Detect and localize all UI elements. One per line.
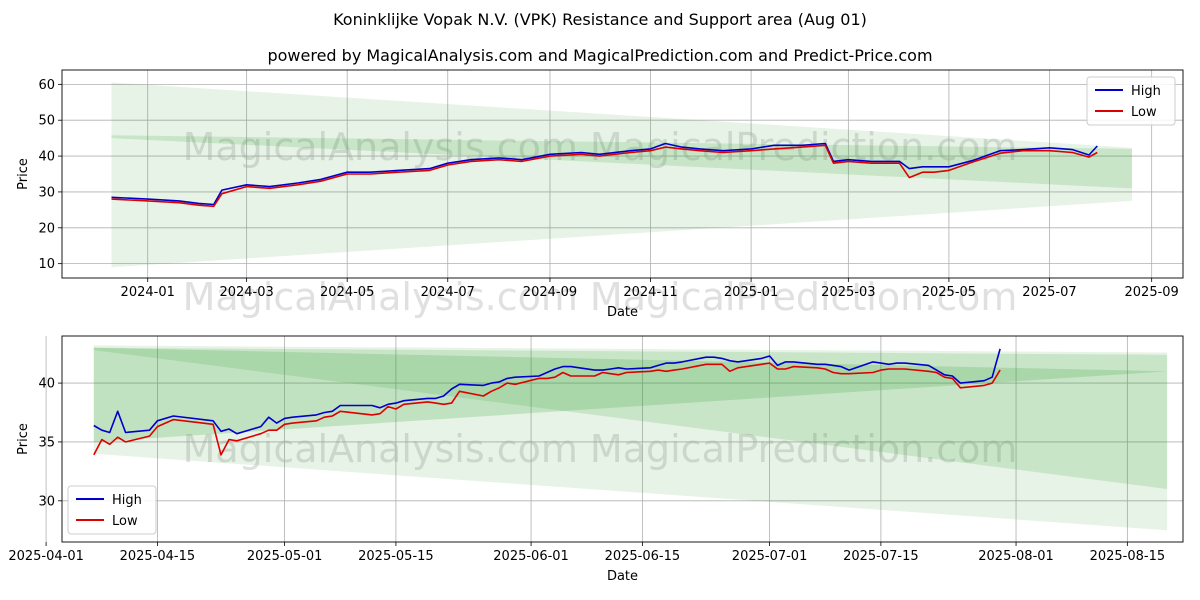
x-tick-label: 2025-07 (1022, 285, 1076, 300)
y-tick-label: 60 (38, 78, 55, 93)
chart-subtitle: powered by MagicalAnalysis.com and Magic… (267, 46, 933, 65)
y-axis-label: Price (16, 158, 31, 190)
watermark-bottom: MagicalAnalysis.com MagicalPrediction.co… (183, 427, 1018, 471)
y-tick-label: 10 (38, 257, 55, 272)
plot-frame (61, 69, 1184, 279)
x-tick-label: 2024-01 (121, 285, 175, 300)
legend-label-low: Low (112, 514, 138, 529)
x-tick-label: 2024-07 (421, 285, 475, 300)
band-area (93, 345, 1168, 531)
x-axis-label: Date (607, 569, 638, 584)
y-tick-label: 50 (38, 114, 55, 129)
x-tick-label: 2025-07-15 (843, 549, 919, 564)
x-tick-label: 2025-05 (922, 285, 976, 300)
y-tick-label: 30 (38, 185, 55, 200)
y-tick-label: 40 (38, 377, 55, 392)
y-axis-label: Price (16, 423, 31, 455)
x-tick-label: 2025-08-01 (978, 549, 1054, 564)
series-line-low (93, 362, 1001, 456)
x-tick-label: 2025-05-15 (358, 549, 434, 564)
plot-frame (61, 335, 1184, 543)
x-tick-label: 2025-07-01 (732, 549, 808, 564)
x-tick-label: 2025-05-01 (247, 549, 323, 564)
x-tick-label: 2025-03 (821, 285, 875, 300)
legend: High Low (67, 485, 157, 535)
legend: High Low (1086, 76, 1176, 126)
band-area (111, 82, 1132, 268)
chart-title: Koninklijke Vopak N.V. (VPK) Resistance … (333, 10, 867, 29)
x-tick-label: 2025-08-15 (1090, 549, 1166, 564)
x-tick-label: 2025-04-15 (120, 549, 196, 564)
series-line-high (111, 142, 1098, 206)
chart-1: 2024-01 2024-03 2024-05 2024-07 2024-09 2024-… (16, 69, 1184, 320)
x-axis-label: Date (607, 305, 638, 320)
x-tick-label: 2024-09 (523, 285, 577, 300)
x-tick-label: 2024-05 (320, 285, 374, 300)
series-line-low (111, 144, 1098, 208)
x-tick-label: 2025-09 (1125, 285, 1179, 300)
legend-label-high: High (1131, 84, 1161, 99)
band-area (93, 347, 1168, 490)
band-area (111, 135, 1132, 189)
y-tick-label: 20 (38, 221, 55, 236)
watermark-middle: MagicalAnalysis.com MagicalPrediction.co… (183, 275, 1018, 319)
band-area (93, 347, 1168, 442)
x-tick-label: 2025-06-01 (493, 549, 569, 564)
legend-label-low: Low (1131, 105, 1157, 120)
x-tick-label: 2025-04-01 (8, 549, 84, 564)
y-tick-label: 40 (38, 150, 55, 165)
x-tick-label: 2024-03 (219, 285, 273, 300)
x-tick-label: 2025-06-15 (605, 549, 681, 564)
series-line-high (93, 348, 1001, 435)
x-tick-label: 2024-11 (623, 285, 677, 300)
y-tick-label: 35 (38, 435, 55, 450)
chart-2: 2025-04-01 2025-04-15 2025-05-01 2025-05-15… (8, 335, 1184, 584)
x-tick-label: 2025-01 (724, 285, 778, 300)
legend-label-high: High (112, 493, 142, 508)
y-tick-label: 30 (38, 494, 55, 509)
